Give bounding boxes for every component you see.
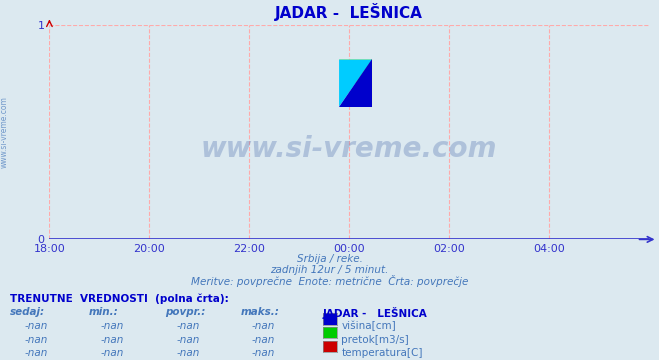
Text: -nan: -nan xyxy=(252,321,275,331)
Text: -nan: -nan xyxy=(252,348,275,359)
Text: pretok[m3/s]: pretok[m3/s] xyxy=(341,335,409,345)
Text: TRENUTNE  VREDNOSTI  (polna črta):: TRENUTNE VREDNOSTI (polna črta): xyxy=(10,293,229,304)
Text: maks.:: maks.: xyxy=(241,307,279,317)
Text: višina[cm]: višina[cm] xyxy=(341,321,396,332)
Text: -nan: -nan xyxy=(176,335,200,345)
Text: -nan: -nan xyxy=(24,321,48,331)
Text: www.si-vreme.com: www.si-vreme.com xyxy=(0,96,9,168)
Polygon shape xyxy=(339,59,372,107)
Text: min.:: min.: xyxy=(89,307,119,317)
Polygon shape xyxy=(339,59,372,107)
Text: sedaj:: sedaj: xyxy=(10,307,45,317)
Polygon shape xyxy=(339,59,372,107)
Text: -nan: -nan xyxy=(100,321,124,331)
Text: povpr.:: povpr.: xyxy=(165,307,205,317)
Title: JADAR -  LEŠNICA: JADAR - LEŠNICA xyxy=(275,3,423,21)
Text: Meritve: povprečne  Enote: metrične  Črta: povprečje: Meritve: povprečne Enote: metrične Črta:… xyxy=(191,275,468,287)
Text: -nan: -nan xyxy=(24,348,48,359)
Text: Srbija / reke.: Srbija / reke. xyxy=(297,254,362,264)
Text: -nan: -nan xyxy=(176,348,200,359)
Text: -nan: -nan xyxy=(100,348,124,359)
Text: JADAR -   LEŠNICA: JADAR - LEŠNICA xyxy=(323,307,428,319)
Text: -nan: -nan xyxy=(176,321,200,331)
Text: zadnjih 12ur / 5 minut.: zadnjih 12ur / 5 minut. xyxy=(270,265,389,275)
Text: temperatura[C]: temperatura[C] xyxy=(341,348,423,359)
Text: www.si-vreme.com: www.si-vreme.com xyxy=(201,135,498,163)
Text: -nan: -nan xyxy=(252,335,275,345)
Text: -nan: -nan xyxy=(24,335,48,345)
Text: -nan: -nan xyxy=(100,335,124,345)
